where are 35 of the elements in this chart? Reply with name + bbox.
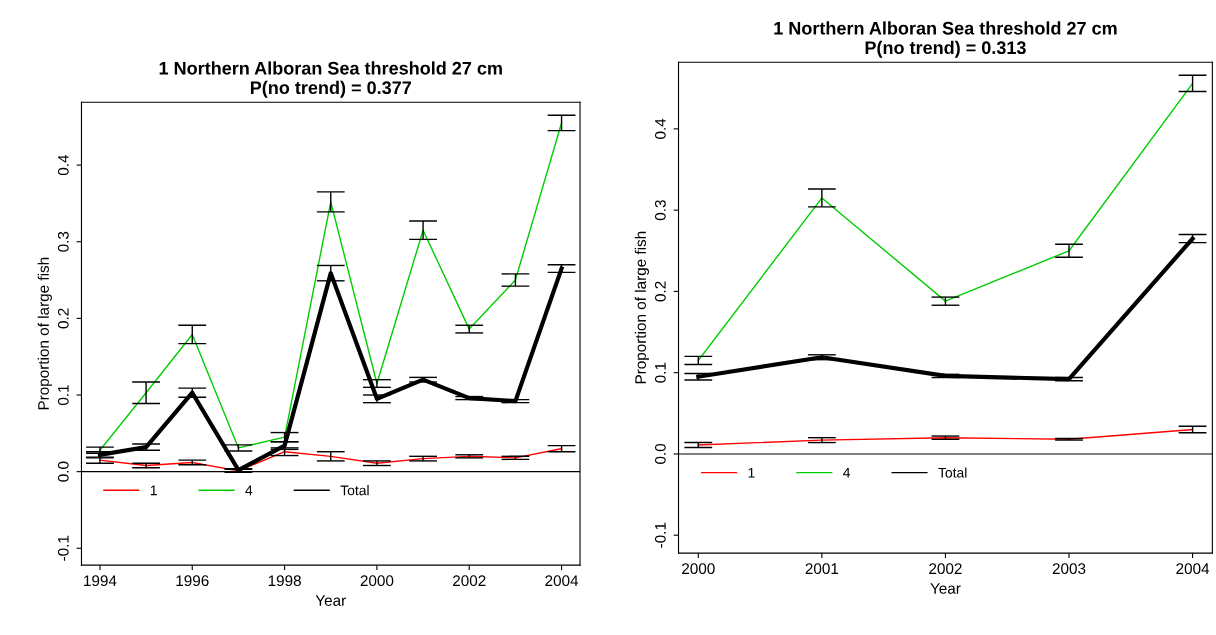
x-tick-label: 2002 bbox=[929, 563, 962, 575]
y-axis-title: Proportion of large fish bbox=[634, 231, 650, 384]
x-axis-title: Year bbox=[315, 595, 346, 606]
y-tick-label: 0.2 bbox=[57, 308, 69, 329]
y-tick-label: 0.0 bbox=[57, 461, 69, 482]
x-tick-label: 2003 bbox=[1052, 563, 1086, 575]
x-tick-label: 1996 bbox=[176, 575, 209, 587]
y-tick-label: 0.0 bbox=[654, 443, 666, 464]
chart-title: 1 Northern Alboran Sea threshold 27 cm P(no trend) = 0.313 bbox=[774, 21, 1117, 58]
x-tick-label: 1994 bbox=[84, 575, 117, 587]
y-tick-label: -0.1 bbox=[654, 522, 666, 548]
y-tick-label: 0.1 bbox=[654, 362, 666, 383]
y-axis-title: Proportion of large fish bbox=[37, 257, 52, 410]
x-tick-label: 2000 bbox=[360, 575, 394, 587]
x-tick-label: 2004 bbox=[545, 575, 579, 587]
x-tick-label: 2002 bbox=[453, 575, 486, 587]
y-tick-label: 0.4 bbox=[654, 118, 666, 139]
y-tick-label: 0.4 bbox=[57, 154, 69, 176]
x-tick-label: 1998 bbox=[268, 575, 301, 587]
y-tick-label: 0.3 bbox=[57, 231, 69, 252]
legend-label: 4 bbox=[843, 467, 851, 478]
y-tick-label: 0.2 bbox=[654, 281, 666, 302]
y-tick-label: -0.1 bbox=[57, 535, 69, 561]
x-tick-label: 2004 bbox=[1176, 563, 1210, 575]
chart-title: 1 Northern Alboran Sea threshold 27 cm P(no trend) = 0.377 bbox=[159, 61, 502, 98]
legend-label: 4 bbox=[245, 485, 253, 496]
legend-label: 1 bbox=[150, 485, 157, 496]
x-axis-title: Year bbox=[930, 583, 961, 594]
y-tick-label: 0.1 bbox=[57, 385, 69, 406]
legend-label: Total bbox=[340, 485, 369, 496]
y-tick-label: 0.3 bbox=[654, 200, 666, 221]
legend-label: Total bbox=[938, 467, 967, 478]
legend-label: 1 bbox=[748, 467, 755, 478]
x-tick-label: 2000 bbox=[682, 563, 715, 575]
x-tick-label: 2001 bbox=[805, 563, 839, 575]
